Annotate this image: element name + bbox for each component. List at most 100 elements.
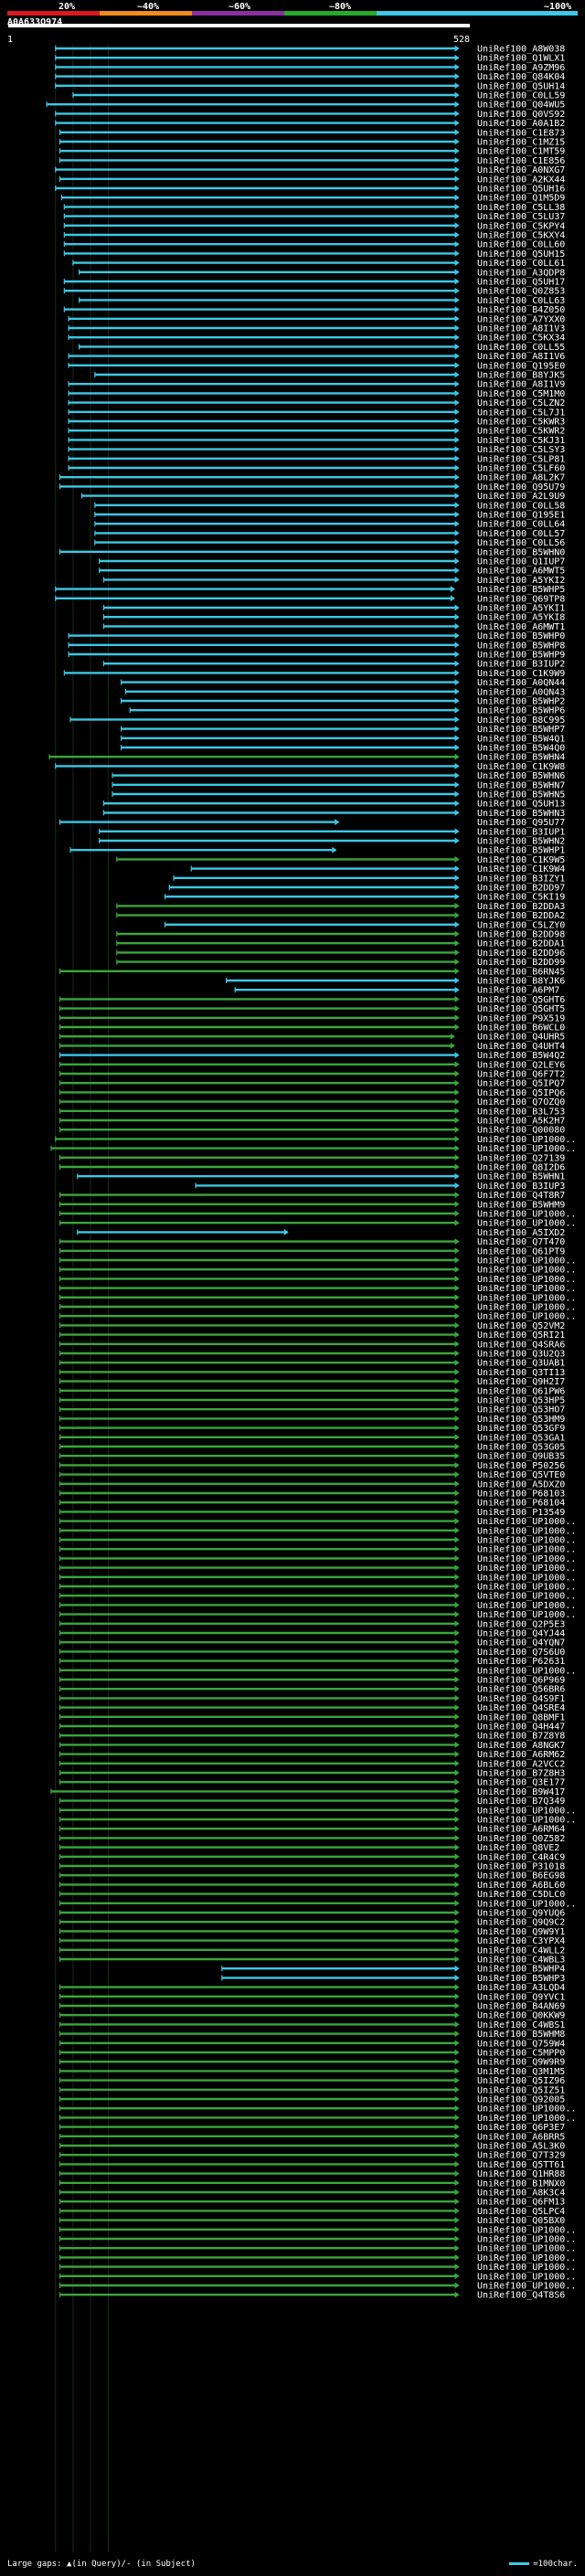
hit-label[interactable]: UniRef100_B4Z050 bbox=[477, 305, 565, 315]
hit-label[interactable]: UniRef100_Q5GHT5 bbox=[477, 1004, 565, 1014]
hit-label[interactable]: UniRef100_B8YJK6 bbox=[477, 977, 565, 987]
hit-label[interactable]: UniRef100_B2DD99 bbox=[477, 958, 565, 968]
hit-row[interactable]: UniRef100_UP1000.. bbox=[58, 1806, 577, 1816]
hit-row[interactable]: UniRef100_B5WHM8 bbox=[58, 2030, 566, 2040]
hit-label[interactable]: UniRef100_B5WHP9 bbox=[477, 651, 565, 661]
hit-row[interactable]: UniRef100_B2DD97 bbox=[168, 884, 565, 894]
hit-row[interactable]: UniRef100_Q92005 bbox=[58, 2095, 566, 2105]
hit-row[interactable]: UniRef100_B1MNX0 bbox=[58, 2178, 566, 2189]
hit-label[interactable]: UniRef100_A8K3C4 bbox=[477, 2189, 565, 2199]
hit-label[interactable]: UniRef100_UP1000.. bbox=[477, 1303, 576, 1313]
hit-row[interactable]: UniRef100_Q6FM13 bbox=[58, 2198, 566, 2208]
hit-row[interactable]: UniRef100_Q195E1 bbox=[94, 511, 565, 521]
hit-row[interactable]: UniRef100_A5YKI8 bbox=[102, 613, 565, 623]
hit-label[interactable]: UniRef100_B5WHP8 bbox=[477, 641, 565, 651]
hit-row[interactable]: UniRef100_UP1000.. bbox=[58, 1312, 577, 1322]
hit-row[interactable]: UniRef100_Q9H2I7 bbox=[58, 1377, 566, 1387]
hit-label[interactable]: UniRef100_Q04WU5 bbox=[477, 101, 565, 111]
hit-row[interactable]: UniRef100_B5WHP6 bbox=[129, 706, 565, 716]
hit-row[interactable]: UniRef100_B9W417 bbox=[50, 1787, 565, 1797]
hit-label[interactable]: UniRef100_C4WBL3 bbox=[477, 1956, 565, 1966]
hit-row[interactable]: UniRef100_UP1000.. bbox=[58, 1554, 577, 1564]
hit-row[interactable]: UniRef100_Q9W9Y1 bbox=[58, 1927, 566, 1937]
hit-label[interactable]: UniRef100_B5WHN1 bbox=[477, 1172, 565, 1182]
hit-label[interactable]: UniRef100_Q95U77 bbox=[477, 818, 565, 828]
hit-label[interactable]: UniRef100_B5WHP3 bbox=[477, 1974, 565, 1984]
hit-label[interactable]: UniRef100_Q95U79 bbox=[477, 482, 565, 493]
hit-label[interactable]: UniRef100_C4R4C9 bbox=[477, 1852, 565, 1862]
hit-row[interactable]: UniRef100_Q53GF9 bbox=[58, 1424, 566, 1434]
hit-row[interactable]: UniRef100_UP1000.. bbox=[50, 1144, 576, 1154]
hit-row[interactable]: UniRef100_UP1000.. bbox=[58, 1601, 577, 1611]
hit-label[interactable]: UniRef100_Q69TP8 bbox=[477, 594, 565, 604]
hit-label[interactable]: UniRef100_B5WHN0 bbox=[477, 547, 565, 557]
hit-label[interactable]: UniRef100_C1K9W9 bbox=[477, 669, 565, 679]
hit-row[interactable]: UniRef100_A6BL60 bbox=[58, 1881, 566, 1891]
hit-label[interactable]: UniRef100_Q9UB35 bbox=[477, 1452, 565, 1462]
hit-row[interactable]: UniRef100_Q5UH15 bbox=[63, 249, 565, 260]
hit-row[interactable]: UniRef100_A0QN43 bbox=[124, 687, 565, 697]
hit-label[interactable]: UniRef100_Q9W9R9 bbox=[477, 2058, 565, 2068]
hit-label[interactable]: UniRef100_C5KXY4 bbox=[477, 231, 565, 241]
hit-label[interactable]: UniRef100_Q4UHT4 bbox=[477, 1042, 565, 1052]
hit-row[interactable]: UniRef100_UP1000.. bbox=[58, 2244, 577, 2254]
hit-row[interactable]: UniRef100_P31018 bbox=[58, 1862, 566, 1872]
hit-label[interactable]: UniRef100_C0LL64 bbox=[477, 520, 565, 530]
hit-row[interactable]: UniRef100_A6RM62 bbox=[58, 1750, 566, 1760]
hit-label[interactable]: UniRef100_Q3UAB1 bbox=[477, 1359, 565, 1369]
hit-label[interactable]: UniRef100_Q8VE2 bbox=[477, 1843, 559, 1853]
hit-row[interactable]: UniRef100_Q6P3E7 bbox=[58, 2123, 566, 2133]
hit-row[interactable]: UniRef100_Q56BR6 bbox=[58, 1685, 566, 1695]
hit-row[interactable]: UniRef100_A2KX44 bbox=[58, 175, 566, 185]
hit-row[interactable]: UniRef100_C5KWR2 bbox=[68, 427, 565, 437]
hit-label[interactable]: UniRef100_P68103 bbox=[477, 1489, 565, 1500]
hit-row[interactable]: UniRef100_UP1000.. bbox=[58, 1275, 577, 1285]
hit-label[interactable]: UniRef100_Q0VS92 bbox=[477, 110, 565, 120]
hit-row[interactable]: UniRef100_B5WHM9 bbox=[58, 1200, 566, 1210]
hit-row[interactable]: UniRef100_Q2LEY6 bbox=[58, 1060, 566, 1070]
hit-row[interactable]: UniRef100_B7Z8Y8 bbox=[58, 1732, 566, 1742]
hit-label[interactable]: UniRef100_Q53GA1 bbox=[477, 1433, 565, 1443]
hit-label[interactable]: UniRef100_Q3M1M5 bbox=[477, 2067, 565, 2077]
hit-label[interactable]: UniRef100_A3LQD4 bbox=[477, 1983, 565, 1993]
hit-label[interactable]: UniRef100_A8L2K7 bbox=[477, 473, 565, 483]
hit-label[interactable]: UniRef100_B5WHP1 bbox=[477, 846, 565, 856]
hit-row[interactable]: UniRef100_UP1000.. bbox=[58, 1592, 577, 1602]
hit-row[interactable]: UniRef100_B5W4Q2 bbox=[58, 1051, 566, 1061]
hit-row[interactable]: UniRef100_B6RN45 bbox=[58, 967, 566, 977]
hit-label[interactable]: UniRef100_C5L7J1 bbox=[477, 408, 565, 418]
hit-label[interactable]: UniRef100_Q2LEY6 bbox=[477, 1060, 565, 1070]
hit-row[interactable]: UniRef100_UP1000.. bbox=[58, 1899, 577, 1909]
hit-row[interactable]: UniRef100_C0LL57 bbox=[94, 529, 565, 539]
hit-row[interactable]: UniRef100_Q195E0 bbox=[68, 361, 565, 371]
hit-label[interactable]: UniRef100_Q00080 bbox=[477, 1126, 565, 1136]
hit-label[interactable]: UniRef100_UP1000.. bbox=[477, 1573, 576, 1583]
hit-row[interactable]: UniRef100_Q3M1M5 bbox=[58, 2067, 566, 2077]
hit-label[interactable]: UniRef100_A6MWT5 bbox=[477, 567, 565, 577]
hit-row[interactable]: UniRef100_Q52VM2 bbox=[58, 1321, 566, 1331]
hit-row[interactable]: UniRef100_C1MZ15 bbox=[58, 138, 566, 148]
hit-row[interactable]: UniRef100_Q9UB35 bbox=[58, 1452, 566, 1462]
hit-row[interactable]: UniRef100_C4WBS1 bbox=[58, 2020, 566, 2030]
hit-label[interactable]: UniRef100_UP1000.. bbox=[477, 1545, 576, 1555]
hit-label[interactable]: UniRef100_A7YXX0 bbox=[477, 314, 565, 324]
hit-row[interactable]: UniRef100_Q5VTE0 bbox=[58, 1470, 566, 1480]
hit-row[interactable]: UniRef100_B5WHP0 bbox=[68, 631, 565, 641]
hit-label[interactable]: UniRef100_Q5LPC4 bbox=[477, 2207, 565, 2217]
hit-label[interactable]: UniRef100_UP1000.. bbox=[477, 1816, 576, 1826]
hit-row[interactable]: UniRef100_B3IUP1 bbox=[99, 827, 566, 837]
hit-label[interactable]: UniRef100_Q4S9F1 bbox=[477, 1694, 565, 1704]
hit-label[interactable]: UniRef100_C0LL63 bbox=[477, 296, 565, 306]
hit-label[interactable]: UniRef100_B2DD97 bbox=[477, 884, 565, 894]
hit-row[interactable]: UniRef100_B2DD98 bbox=[116, 930, 566, 940]
hit-row[interactable]: UniRef100_C5LZY0 bbox=[164, 920, 566, 930]
hit-row[interactable]: UniRef100_Q6F7T2 bbox=[58, 1070, 566, 1080]
hit-label[interactable]: UniRef100_Q27139 bbox=[477, 1153, 565, 1163]
hit-row[interactable]: UniRef100_B5W4Q0 bbox=[121, 744, 566, 754]
hit-row[interactable]: UniRef100_A0NXG7 bbox=[55, 165, 566, 175]
hit-label[interactable]: UniRef100_Q7T470 bbox=[477, 1237, 565, 1247]
hit-label[interactable]: UniRef100_B3L753 bbox=[477, 1107, 565, 1117]
hit-row[interactable]: UniRef100_Q5IZ96 bbox=[58, 2076, 566, 2086]
hit-row[interactable]: UniRef100_Q7T470 bbox=[58, 1237, 566, 1247]
hit-label[interactable]: UniRef100_C0LL55 bbox=[477, 343, 565, 353]
